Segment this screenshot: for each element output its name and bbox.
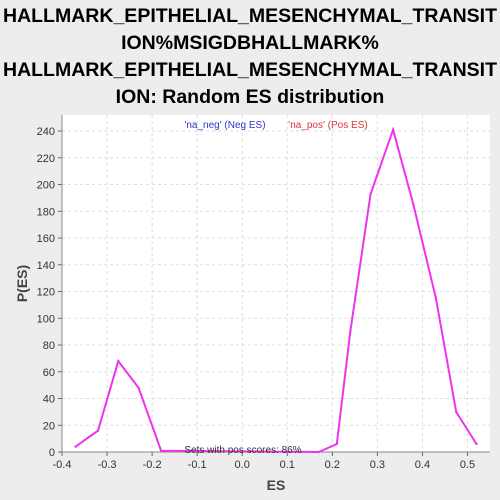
x-tick-label: -0.1	[188, 459, 207, 471]
title-line: ION: Random ES distribution	[115, 86, 385, 108]
x-tick-label: -0.3	[98, 459, 117, 471]
x-tick-label: -0.4	[53, 459, 72, 471]
x-tick-label: 0.3	[370, 459, 385, 471]
data-point	[455, 410, 458, 414]
x-tick-label: 0.0	[235, 459, 250, 471]
chart-title: HALLMARK_EPITHELIAL_MESENCHYMAL_TRANSIT I…	[0, 3, 500, 111]
data-point	[117, 359, 120, 363]
data-point	[96, 429, 100, 432]
y-tick-label: 120	[37, 287, 55, 299]
x-tick-label: 0.2	[325, 459, 340, 471]
y-tick-label: 200	[37, 180, 55, 192]
series-layer	[74, 126, 478, 454]
title-line: HALLMARK_EPITHELIAL_MESENCHYMAL_TRANSIT	[2, 59, 497, 81]
y-tick-label: 80	[43, 340, 55, 352]
y-tick-label: 100	[37, 313, 55, 325]
x-tick-label: 0.5	[460, 459, 475, 471]
data-point	[137, 386, 140, 390]
y-tick-label: 180	[37, 206, 55, 218]
y-tick-label: 40	[43, 394, 55, 406]
data-point	[434, 297, 438, 300]
data-point	[412, 203, 415, 206]
y-tick-label: 220	[37, 153, 55, 165]
x-tick-label: -0.2	[143, 459, 162, 471]
data-point	[349, 330, 352, 333]
y-tick-label: 20	[43, 420, 55, 432]
data-point	[391, 128, 395, 131]
data-point	[475, 442, 478, 446]
x-tick-label: 0.4	[415, 459, 430, 471]
data-point	[159, 449, 163, 452]
title-line: ION%MSIGDBHALLMARK%	[121, 32, 379, 54]
data-point	[369, 192, 372, 196]
plot-area	[62, 115, 490, 452]
legend-pos: 'na_pos' (Pos ES)	[288, 120, 367, 131]
y-tick-label: 60	[43, 367, 55, 379]
title-line: HALLMARK_EPITHELIAL_MESENCHYMAL_TRANSIT	[2, 5, 497, 27]
legend-neg: 'na_neg' (Neg ES)	[184, 120, 265, 131]
data-point	[335, 442, 339, 446]
y-tick-label: 140	[37, 260, 55, 272]
y-axis-title: P(ES)	[14, 265, 30, 302]
data-point	[74, 445, 77, 448]
x-axis-title: ES	[267, 477, 286, 493]
annotation-pos-scores: Sets with pos scores: 86%	[184, 445, 301, 456]
y-tick-label: 0	[49, 447, 55, 459]
x-tick-label: 0.1	[280, 459, 295, 471]
y-tick-label: 160	[37, 233, 55, 245]
labels: 0 20 40 60 80 100 120 140 160 180 200 220 240 -0.4 -0.…	[14, 120, 475, 493]
data-point	[317, 450, 320, 454]
y-tick-label: 240	[37, 126, 55, 138]
series-line	[74, 126, 478, 454]
